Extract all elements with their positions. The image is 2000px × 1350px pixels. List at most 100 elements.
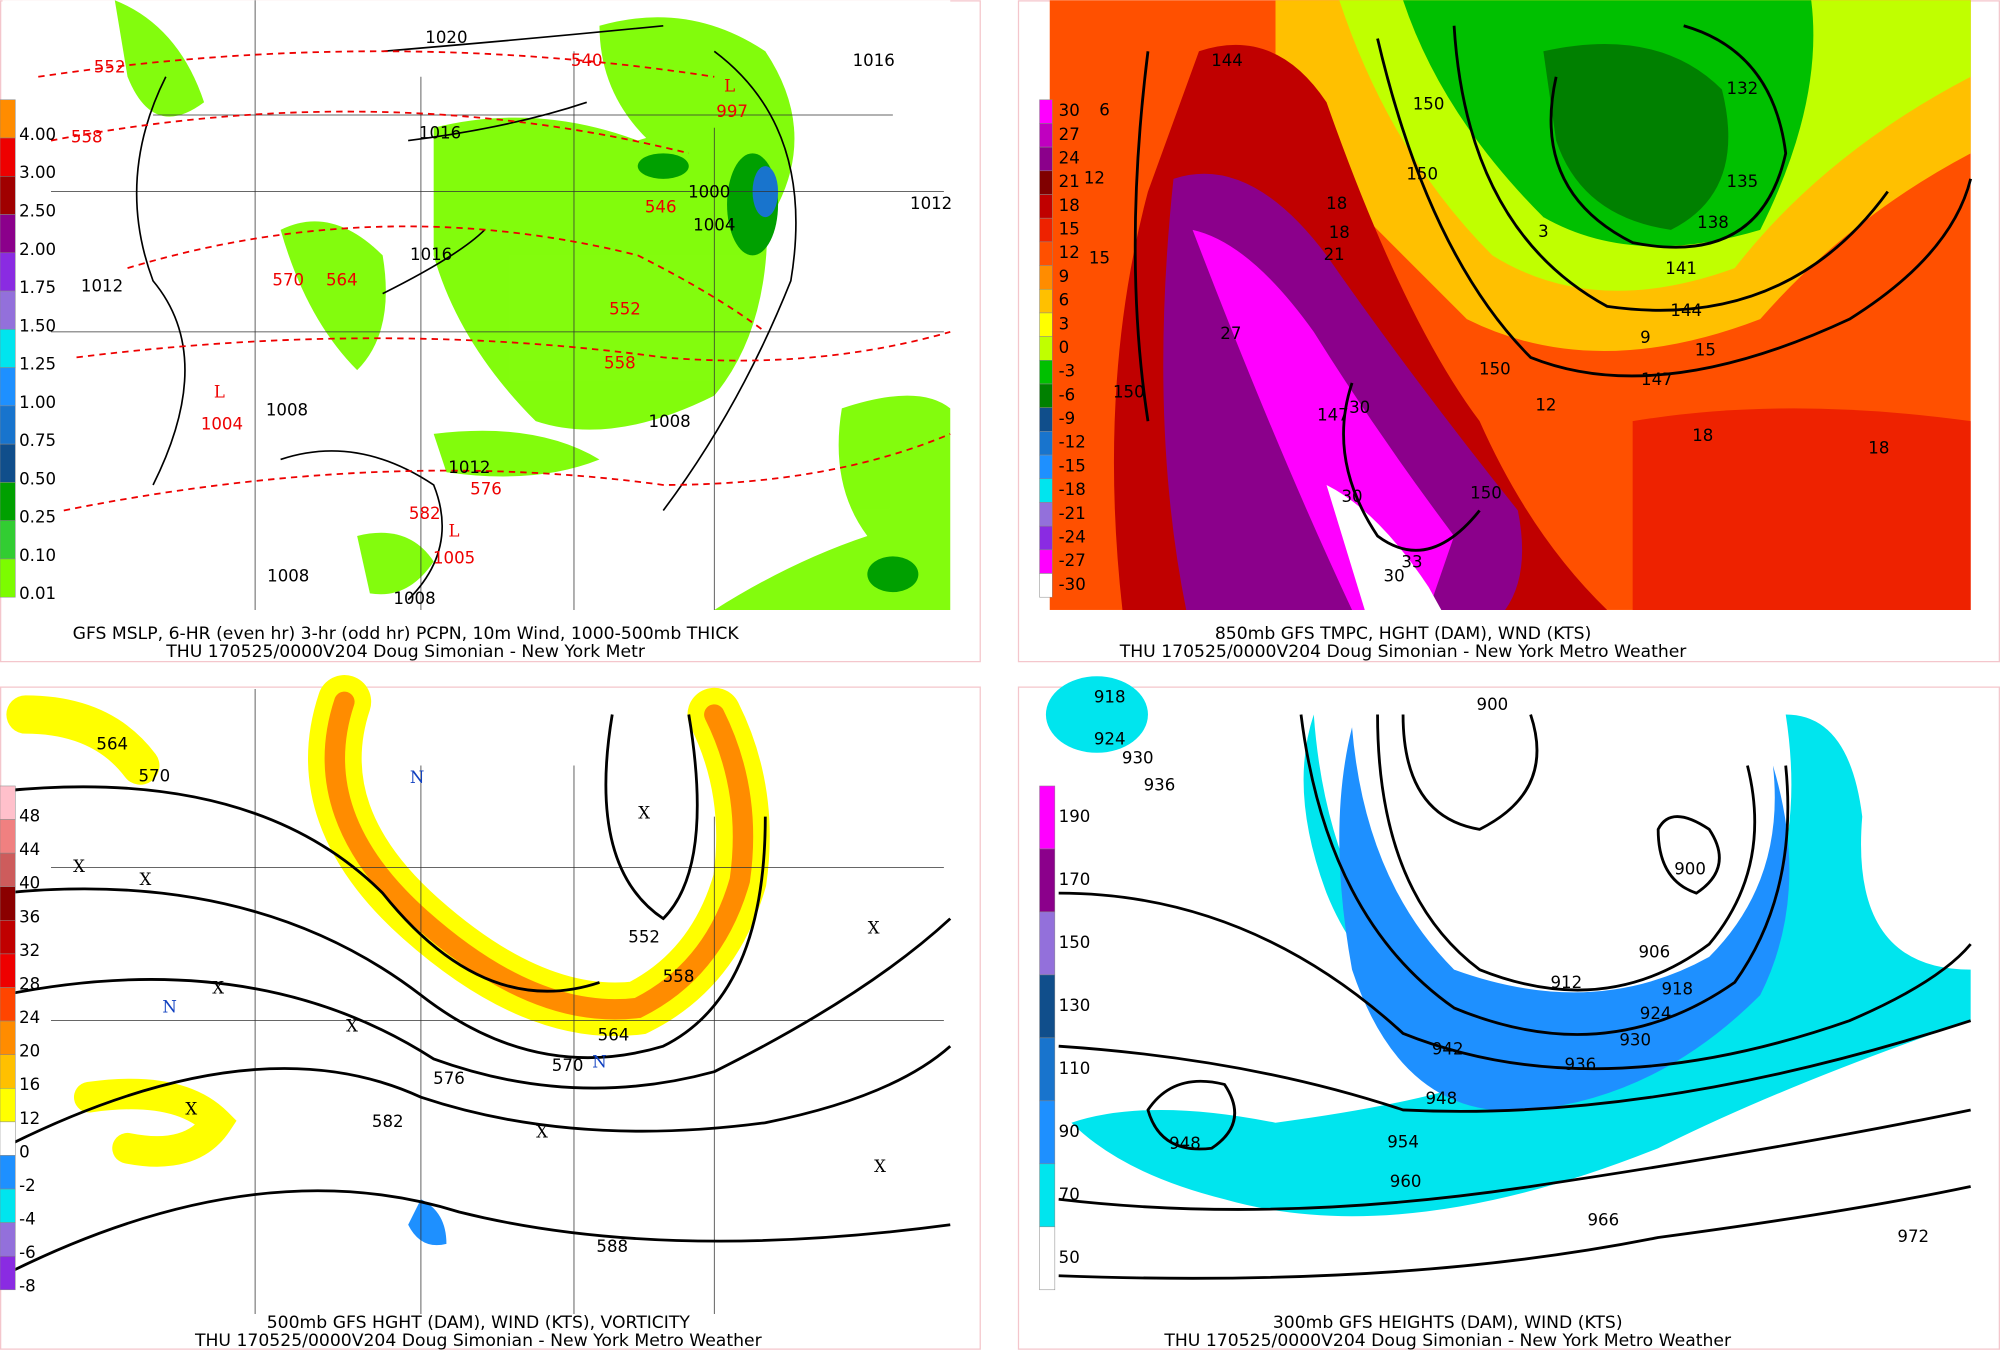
legend-swatch: [0, 367, 16, 407]
contour-label: 1020: [425, 28, 467, 47]
legend-label: 28: [19, 974, 40, 993]
legend-swatch: [0, 1121, 16, 1156]
caption: 500mb GFS HGHT (DAM), WIND (KTS), VORTIC…: [267, 1313, 691, 1333]
legend-swatch: [1039, 407, 1053, 432]
contour-label: X: [73, 857, 85, 876]
contour-label: L: [214, 383, 225, 402]
contour-label: X: [346, 1017, 358, 1036]
legend-label: 18: [1059, 196, 1080, 215]
legend-swatch: [0, 482, 16, 521]
legend-swatch: [0, 852, 16, 887]
legend-swatch: [0, 520, 16, 560]
contour-label: 1008: [266, 400, 308, 419]
legend-swatch: [1039, 1037, 1056, 1102]
contour-label: 1012: [448, 458, 490, 477]
contour-label: 552: [94, 57, 126, 76]
legend-swatch: [0, 214, 16, 254]
contour-label: X: [185, 1099, 197, 1118]
caption: 300mb GFS HEIGHTS (DAM), WIND (KTS): [1273, 1313, 1623, 1333]
legend-label: 1.50: [19, 316, 56, 335]
contour-label: X: [868, 918, 880, 937]
contour-label: 558: [71, 128, 103, 147]
contour-label: 558: [663, 967, 695, 986]
legend-swatch: [1039, 383, 1053, 408]
legend-swatch: [1039, 848, 1056, 913]
contour-label: X: [140, 870, 152, 889]
legend-swatch: [1039, 146, 1053, 172]
contour-label: 147: [1641, 370, 1673, 389]
legend-swatch: [0, 1088, 16, 1123]
legend-swatch: [0, 886, 16, 921]
contour-label: 18: [1692, 426, 1713, 445]
legend-swatch: [1039, 785, 1056, 850]
caption: THU 170525/0000V204 Doug Simonian - New …: [1163, 1331, 1732, 1350]
legend-label: 24: [19, 1008, 40, 1027]
contour-label: 552: [609, 300, 641, 319]
legend-swatch: [0, 252, 16, 292]
contour-label: 924: [1640, 1004, 1672, 1023]
contour-label: 918: [1094, 687, 1126, 706]
contour-label: 9: [1640, 328, 1651, 347]
contour-label: 576: [433, 1069, 465, 1088]
contour-label: 906: [1639, 943, 1671, 962]
contour-label: 918: [1661, 980, 1693, 999]
contour-label: 942: [1432, 1039, 1464, 1058]
contour-label: 132: [1727, 79, 1759, 98]
contour-label: X: [212, 978, 224, 997]
contour-label: 18: [1868, 439, 1889, 458]
contour-label: 1008: [649, 412, 691, 431]
legend-swatch: [0, 137, 16, 177]
legend-label: 44: [19, 840, 40, 859]
legend-swatch: [0, 405, 16, 445]
legend-swatch: [0, 443, 16, 483]
contour-label: 144: [1211, 51, 1243, 70]
contour-label: 924: [1094, 730, 1126, 749]
legend-label: 150: [1059, 933, 1091, 952]
contour-label: 540: [571, 51, 603, 70]
legend-swatch: [1039, 502, 1053, 527]
legend-label: 0.50: [19, 469, 56, 488]
contour-label: X: [638, 804, 650, 823]
legend-label: 27: [1059, 125, 1080, 144]
legend-swatch: [1039, 573, 1053, 598]
legend-label: -27: [1059, 551, 1086, 570]
contour-label: 936: [1144, 775, 1176, 794]
contour-label: 1012: [81, 277, 123, 296]
overlay: 4.00 3.00 2.50 2.00 1.75 1.50 1.25 1.00 0.75 0.50…: [0, 28, 1929, 1350]
caption: THU 170525/0000V204 Doug Simonian - New …: [165, 642, 646, 662]
contour-label: 558: [604, 353, 636, 372]
map-850: [1049, 0, 1973, 610]
contour-label: 150: [1470, 483, 1502, 502]
caption: THU 170525/0000V204 Doug Simonian - New …: [1119, 642, 1688, 662]
contour-label: 564: [598, 1025, 630, 1044]
contour-label: 954: [1387, 1133, 1419, 1152]
legend-label: 3: [1059, 314, 1070, 333]
legend-label: 20: [19, 1042, 40, 1061]
legend-label: 3.00: [19, 163, 56, 182]
legend-label: 12: [1059, 243, 1080, 262]
legend-label: 130: [1059, 996, 1091, 1015]
legend-label: 4.00: [19, 125, 56, 144]
contour-label: 1012: [910, 194, 952, 213]
legend-label: -9: [1059, 409, 1076, 428]
legend-swatch: [0, 99, 16, 139]
contour-label: 150: [1406, 165, 1438, 184]
legend-swatch: [1039, 974, 1056, 1039]
contour-label: 1008: [393, 589, 435, 608]
legend-label: 90: [1059, 1122, 1080, 1141]
legend-label: 0.75: [19, 431, 56, 450]
legend-label: 1.75: [19, 278, 56, 297]
legend-label: -6: [19, 1243, 36, 1262]
contour-label: 582: [372, 1112, 404, 1131]
legend-label: -6: [1059, 385, 1076, 404]
legend-swatch: [1039, 288, 1053, 314]
legend-swatch: [0, 558, 16, 598]
contour-label: 1000: [688, 182, 730, 201]
contour-label: 930: [1122, 749, 1154, 768]
legend-swatch: [1039, 1100, 1056, 1165]
legend-swatch: [1039, 360, 1053, 385]
legend-swatch: [1039, 911, 1056, 976]
contour-label: 30: [1384, 566, 1405, 585]
legend-swatch: [1039, 1226, 1056, 1291]
legend-label: 32: [19, 941, 40, 960]
